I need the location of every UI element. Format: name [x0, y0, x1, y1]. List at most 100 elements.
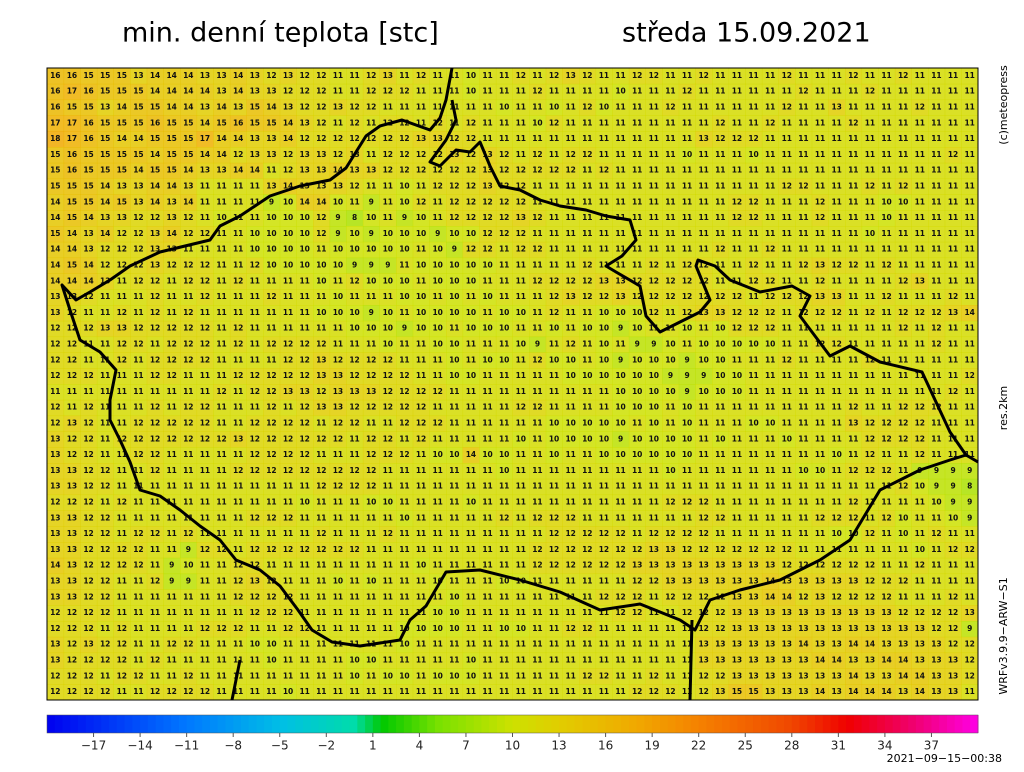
temperature-value: 13 — [782, 624, 792, 633]
temperature-value: 12 — [166, 640, 176, 649]
temperature-cell — [180, 99, 198, 116]
temperature-cell — [412, 83, 430, 101]
temperature-value: 11 — [582, 197, 592, 206]
temperature-value: 9 — [668, 371, 673, 380]
temperature-value: 10 — [399, 197, 409, 206]
temperature-value: 13 — [848, 577, 858, 586]
temperature-value: 11 — [798, 166, 808, 175]
temperature-value: 11 — [449, 577, 459, 586]
temperature-value: 12 — [649, 687, 659, 696]
colorbar-swatch — [520, 715, 529, 733]
colorbar-swatch — [233, 715, 242, 733]
temperature-value: 12 — [416, 434, 426, 443]
temperature-value: 12 — [715, 292, 725, 301]
temperature-value: 12 — [565, 166, 575, 175]
temperature-value: 11 — [516, 261, 526, 270]
temperature-value: 12 — [50, 371, 60, 380]
temperature-value: 11 — [698, 245, 708, 254]
temperature-value: 12 — [383, 150, 393, 159]
temperature-value: 12 — [333, 355, 343, 364]
temperature-value: 14 — [117, 103, 127, 112]
temperature-value: 10 — [383, 340, 393, 349]
temperature-value: 15 — [133, 87, 143, 96]
temperature-value: 13 — [915, 624, 925, 633]
temperature-cell — [279, 83, 297, 101]
temperature-value: 12 — [549, 118, 559, 127]
temperature-cell — [828, 99, 846, 116]
temperature-cell — [545, 68, 563, 85]
temperature-value: 11 — [698, 197, 708, 206]
temperature-value: 10 — [333, 308, 343, 317]
temperature-value: 12 — [333, 466, 343, 475]
temperature-cell — [412, 68, 430, 85]
temperature-value: 11 — [166, 403, 176, 412]
temperature-value: 10 — [283, 245, 293, 254]
temperature-value: 11 — [931, 182, 941, 191]
temperature-value: 12 — [83, 466, 93, 475]
temperature-value: 11 — [964, 355, 974, 364]
temperature-value: 12 — [865, 87, 875, 96]
temperature-value: 11 — [166, 592, 176, 601]
temperature-cell — [612, 99, 630, 116]
temperature-cell — [512, 68, 530, 85]
temperature-value: 10 — [599, 103, 609, 112]
colorbar-swatch — [667, 715, 676, 733]
temperature-value: 11 — [117, 482, 127, 491]
temperature-value: 11 — [765, 355, 775, 364]
temperature-value: 11 — [782, 308, 792, 317]
temperature-value: 16 — [50, 87, 60, 96]
temperature-value: 13 — [732, 608, 742, 617]
temperature-value: 10 — [599, 419, 609, 428]
temperature-value: 11 — [815, 450, 825, 459]
temperature-value: 14 — [216, 103, 226, 112]
temperature-value: 11 — [366, 592, 376, 601]
temperature-value: 10 — [399, 229, 409, 238]
temperature-value: 13 — [266, 150, 276, 159]
temperature-cell — [878, 83, 896, 101]
temperature-value: 12 — [299, 450, 309, 459]
temperature-value: 12 — [516, 166, 526, 175]
temperature-value: 11 — [964, 403, 974, 412]
temperature-value: 11 — [898, 466, 908, 475]
temperature-value: 11 — [299, 640, 309, 649]
temperature-value: 12 — [166, 434, 176, 443]
temperature-value: 12 — [482, 197, 492, 206]
temperature-value: 11 — [748, 182, 758, 191]
temperature-cell — [462, 115, 480, 132]
temperature-value: 11 — [815, 545, 825, 554]
colorbar-swatch — [194, 715, 203, 733]
temperature-value: 10 — [632, 387, 642, 396]
temperature-value: 11 — [964, 134, 974, 143]
temperature-value: 12 — [349, 355, 359, 364]
temperature-value: 12 — [532, 166, 542, 175]
temperature-value: 12 — [715, 245, 725, 254]
temperature-value: 14 — [200, 118, 210, 127]
temperature-value: 11 — [299, 482, 309, 491]
temperature-value: 11 — [848, 213, 858, 222]
temperature-value: 12 — [815, 513, 825, 522]
temperature-value: 12 — [516, 403, 526, 412]
temperature-value: 12 — [765, 545, 775, 554]
temperature-value: 11 — [399, 561, 409, 570]
temperature-value: 12 — [449, 166, 459, 175]
temperature-value: 12 — [915, 419, 925, 428]
temperature-value: 12 — [183, 434, 193, 443]
colorbar-swatch — [877, 715, 886, 733]
colorbar-swatch — [628, 715, 638, 733]
temperature-value: 11 — [632, 482, 642, 491]
temperature-value: 11 — [632, 103, 642, 112]
temperature-value: 12 — [83, 482, 93, 491]
temperature-cell — [595, 83, 613, 101]
temperature-value: 11 — [682, 71, 692, 80]
temperature-value: 11 — [183, 624, 193, 633]
temperature-value: 11 — [582, 387, 592, 396]
temperature-value: 11 — [565, 577, 575, 586]
temperature-value: 12 — [549, 166, 559, 175]
temperature-value: 11 — [516, 498, 526, 507]
temperature-value: 10 — [449, 371, 459, 380]
temperature-value: 12 — [133, 545, 143, 554]
temperature-value: 12 — [898, 324, 908, 333]
temperature-value: 13 — [865, 656, 875, 665]
temperature-value: 11 — [482, 371, 492, 380]
temperature-value: 11 — [499, 340, 509, 349]
